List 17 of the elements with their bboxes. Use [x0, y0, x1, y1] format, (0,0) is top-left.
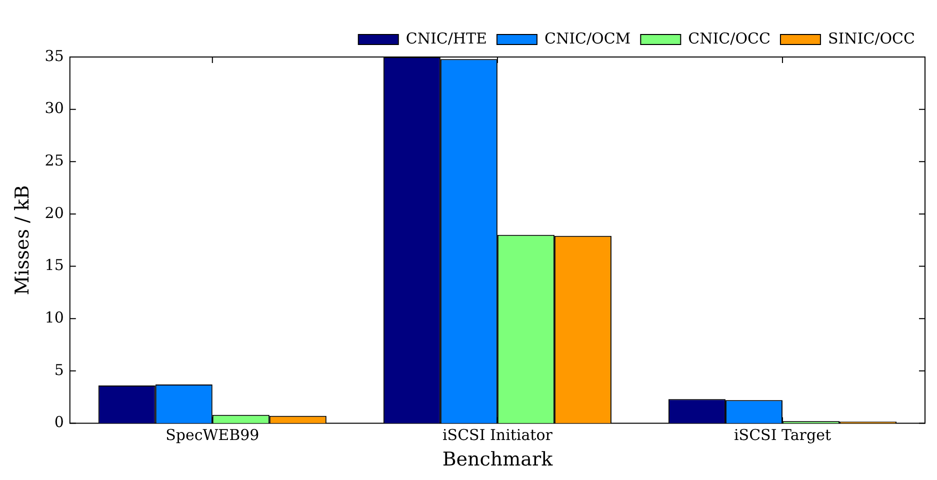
y-tick-label: 0 — [54, 413, 64, 432]
x-axis-title: Benchmark — [442, 448, 554, 471]
x-tick-label: iSCSI Target — [734, 426, 831, 444]
y-tick-label: 25 — [44, 152, 64, 170]
y-tick-label: 20 — [44, 204, 64, 222]
y-tick-label: 15 — [44, 256, 64, 274]
y-tick-label: 35 — [44, 46, 64, 65]
y-tick-label: 5 — [54, 360, 64, 379]
y-tick-label: 10 — [44, 308, 64, 326]
legend-label: SINIC/OCC — [828, 29, 916, 48]
y-tick-label: 30 — [44, 99, 64, 118]
legend-label: CNIC/OCC — [688, 29, 770, 48]
y-axis-title: Misses / kB — [11, 185, 34, 296]
legend-label: CNIC/HTE — [406, 29, 487, 48]
legend-label: CNIC/OCM — [544, 29, 631, 48]
x-tick-label: iSCSI Initiator — [442, 426, 554, 444]
x-tick-label: SpecWEB99 — [166, 426, 260, 444]
